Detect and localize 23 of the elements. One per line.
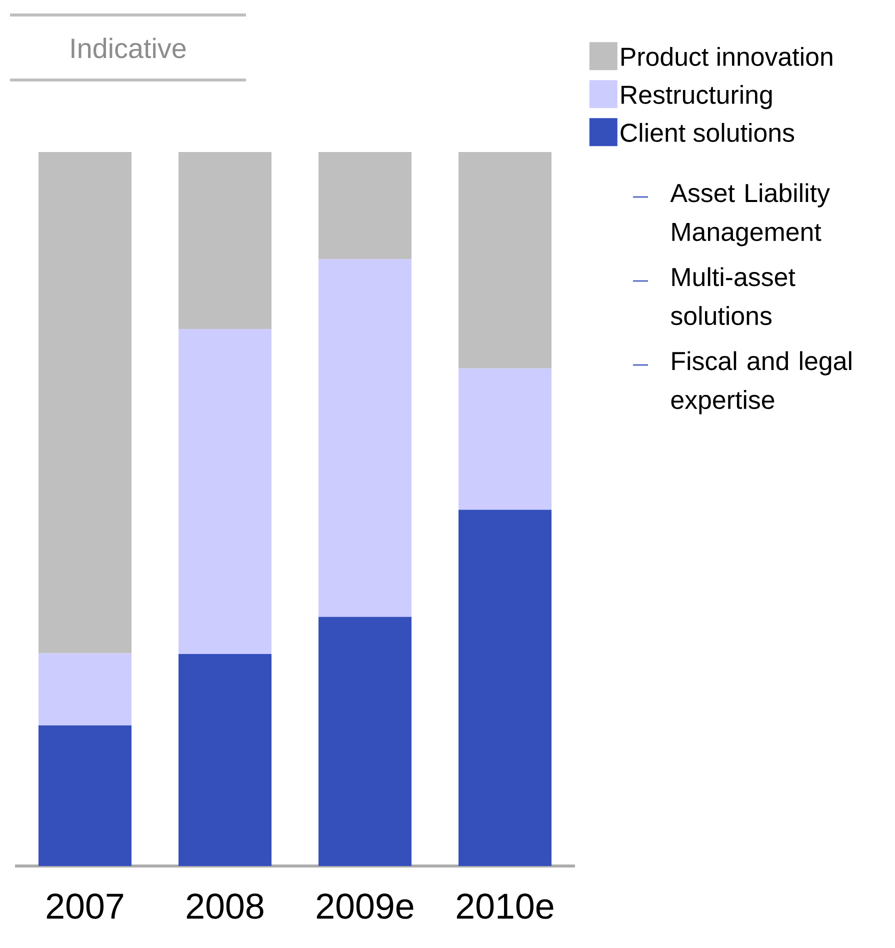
bar — [318, 152, 412, 260]
bar — [458, 368, 552, 510]
legend-label: Client solutions — [620, 122, 794, 142]
bar — [38, 653, 132, 726]
bar — [458, 152, 552, 368]
text: Fiscal and legal expertise — [671, 351, 852, 414]
bar — [38, 152, 132, 654]
legend-label: Restructuring — [622, 84, 772, 110]
text: Indicative — [72, 38, 186, 58]
bar — [38, 725, 132, 866]
bar — [318, 616, 412, 866]
bar — [178, 152, 272, 330]
x-tick-label: 2007 — [46, 894, 124, 919]
bar — [178, 654, 272, 866]
legend-label: Product innovation — [622, 46, 832, 66]
x-tick-label: 2010e — [456, 894, 554, 919]
x-tick-label: 2009e — [316, 894, 414, 919]
bar — [318, 259, 412, 617]
text: Asset Liability Management — [670, 183, 830, 246]
x-tick-label: 2008 — [186, 894, 264, 919]
bar — [178, 329, 272, 654]
text: Multi-asset solutions — [670, 267, 796, 326]
bar — [458, 510, 552, 866]
